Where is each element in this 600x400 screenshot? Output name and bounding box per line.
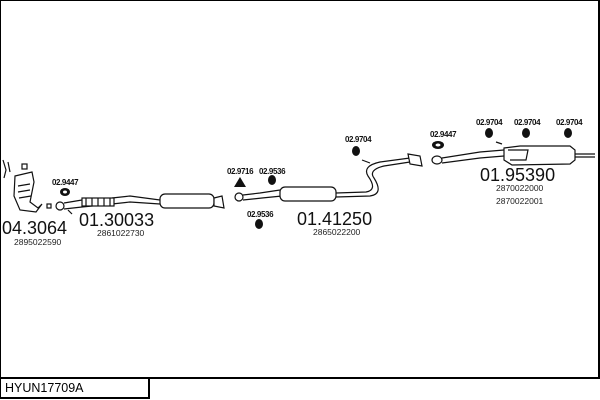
part-number-label: 01.41250 xyxy=(297,209,372,229)
fitting-label: 02.9704 xyxy=(345,135,372,144)
fitting-label: 02.9447 xyxy=(52,178,79,187)
oem-code-label: 2870022001 xyxy=(496,196,544,206)
oem-code-label: 2895022590 xyxy=(14,237,62,247)
part-number-label: 01.95390 xyxy=(480,165,555,185)
oem-code-label: 2861022730 xyxy=(97,228,145,238)
fittings-drawing xyxy=(60,128,572,229)
rear-muffler-drawing xyxy=(431,141,595,166)
center-pipe-drawing xyxy=(234,153,423,202)
fitting-label: 02.9704 xyxy=(514,118,541,127)
diagram-title: HYUN17709A xyxy=(0,378,150,399)
fitting-label: 02.9536 xyxy=(259,167,286,176)
part-number-label: 04.3064 xyxy=(2,218,67,238)
fitting-label: 02.9704 xyxy=(476,118,503,127)
diagram-frame xyxy=(0,0,600,379)
catalytic-converter-drawing xyxy=(2,159,43,213)
fitting-label: 02.9716 xyxy=(227,167,254,176)
fitting-label: 02.9704 xyxy=(556,118,583,127)
oem-code-label: 2870022000 xyxy=(496,183,544,193)
oem-code-label: 2865022200 xyxy=(313,227,361,237)
fitting-label: 02.9447 xyxy=(430,130,457,139)
fitting-label: 02.9536 xyxy=(247,210,274,219)
front-pipe-drawing xyxy=(46,193,225,215)
part-number-label: 01.30033 xyxy=(79,210,154,230)
